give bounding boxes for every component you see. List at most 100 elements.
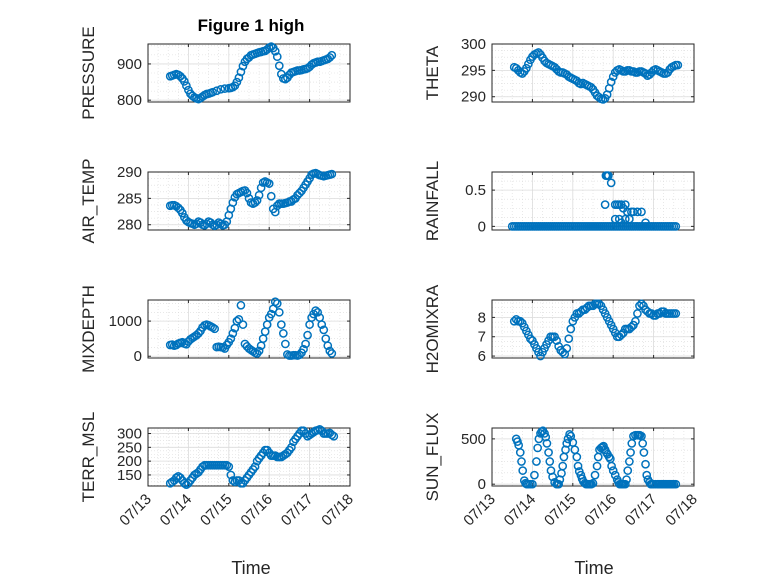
data-point (604, 452, 614, 462)
data-point (511, 314, 521, 324)
subplot-1: 800 900 PRESSURE (79, 26, 351, 120)
data-point (576, 307, 586, 316)
y-tick-label: 6 (478, 348, 486, 365)
axes-frame (147, 427, 351, 487)
y-tick-label: 200 (117, 453, 142, 470)
data-point (521, 63, 531, 73)
y-tick-label: 300 (117, 426, 142, 443)
data-point (270, 46, 280, 56)
y-tick-label: 1000 (109, 313, 142, 330)
data-point (274, 61, 284, 71)
data-point (673, 60, 683, 70)
data-point (552, 336, 561, 345)
data-point (252, 196, 262, 205)
data-point (631, 316, 640, 326)
data-point (198, 462, 207, 472)
y-axis-label: H2OMIXRA (423, 284, 442, 373)
data-point (311, 306, 321, 315)
data-point (220, 84, 230, 93)
data-point (250, 462, 260, 472)
data-point (544, 448, 553, 457)
data-point (594, 299, 604, 309)
data-point (236, 300, 246, 310)
subplot-8: 0 500 SUN_FLUX 07/13 07/14 07/15 07/16 07/17 07/… (423, 413, 701, 530)
data-point (608, 72, 618, 82)
data-point (604, 171, 613, 180)
data-point (228, 329, 238, 338)
y-tick-label: 500 (461, 431, 486, 448)
data-point (232, 77, 242, 87)
data-point (208, 87, 217, 97)
data-point (325, 53, 335, 62)
data-point (266, 309, 276, 319)
axes-frame (491, 299, 695, 359)
data-point (327, 430, 337, 440)
x-tick-label: 07/15 (541, 491, 580, 530)
data-point (327, 169, 337, 179)
y-axis-label: SUN_FLUX (423, 413, 442, 502)
data-point (533, 443, 543, 453)
data-point (616, 218, 626, 228)
data-point (572, 452, 582, 462)
data-point (637, 299, 646, 309)
data-point (517, 457, 526, 466)
data-point (256, 183, 266, 193)
data-point (254, 346, 264, 356)
y-axis-label: THETA (423, 45, 442, 100)
data-point (299, 344, 308, 354)
data-point (276, 320, 286, 329)
data-point (264, 179, 274, 188)
data-point (641, 459, 650, 469)
y-tick-label: 0.5 (465, 182, 486, 199)
y-tick-label: 900 (117, 56, 142, 73)
axes-frame (147, 171, 351, 231)
data-point (626, 448, 635, 457)
data-point (532, 457, 541, 466)
data-point (313, 307, 323, 317)
data-point (565, 429, 574, 439)
data-point (272, 52, 282, 62)
data-point (637, 207, 646, 217)
data-point (560, 349, 570, 359)
y-tick-label: 285 (117, 190, 142, 207)
subplot-3: 280 285 290 AIR_TEMP (79, 158, 351, 244)
data-point (222, 460, 232, 470)
data-point (212, 220, 222, 230)
y-axis-label: TERR_MSL (79, 412, 98, 503)
data-point (606, 77, 616, 87)
y-axis-label: MIXDEPTH (79, 285, 98, 373)
figure-title: Figure 1 high (198, 16, 305, 35)
data-point (295, 350, 304, 360)
data-point (287, 442, 296, 452)
data-point (534, 48, 543, 57)
data-point (281, 339, 290, 349)
data-point (564, 334, 574, 344)
data-point (230, 477, 240, 487)
x-tick-label: 07/16 (581, 491, 620, 530)
subplot-6: 6 7 8 H2OMIXRA (423, 284, 695, 373)
x-tick-label: 07/17 (622, 491, 661, 530)
data-point (270, 297, 280, 307)
data-point (620, 479, 630, 489)
y-tick-label: 150 (117, 467, 142, 484)
y-tick-label: 0 (478, 218, 486, 235)
data-point (226, 334, 236, 344)
y-tick-label: 7 (478, 329, 486, 346)
data-point (212, 86, 222, 96)
data-point (623, 466, 633, 475)
data-point (234, 73, 244, 83)
subplot-2: 290 295 300 THETA (423, 36, 695, 106)
data-point (177, 208, 187, 218)
data-point (633, 309, 642, 318)
data-point (173, 203, 183, 213)
x-tick-label: 07/14 (157, 491, 196, 530)
y-tick-label: 8 (478, 309, 486, 326)
data-point (323, 341, 333, 351)
data-point (228, 476, 238, 485)
data-point (210, 324, 220, 334)
data-point (518, 466, 528, 475)
data-point (608, 466, 618, 475)
y-tick-label: 0 (134, 348, 142, 365)
data-point (638, 439, 648, 448)
